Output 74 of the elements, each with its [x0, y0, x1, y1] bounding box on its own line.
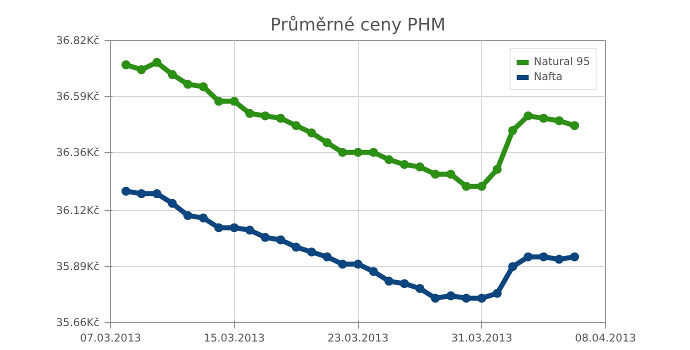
- x-tick-label: 08.04.2013: [574, 332, 636, 344]
- point: [338, 260, 348, 269]
- x-tick-label: 07.03.2013: [80, 332, 142, 344]
- point: [168, 70, 177, 80]
- point: [368, 266, 378, 276]
- point: [322, 252, 332, 262]
- point: [430, 170, 440, 179]
- point: [245, 226, 254, 235]
- point: [198, 82, 208, 92]
- point: [539, 114, 548, 123]
- point: [276, 235, 286, 244]
- y-tick-label: 36.12Kč: [56, 204, 100, 218]
- point: [322, 138, 332, 148]
- point: [230, 223, 239, 232]
- point: [492, 164, 502, 174]
- y-tick-label: 36.59Kč: [56, 90, 100, 103]
- point: [415, 162, 424, 172]
- point: [384, 276, 394, 286]
- point: [446, 291, 456, 300]
- point: [307, 128, 316, 138]
- point: [230, 96, 239, 106]
- x-tick-label: 31.03.2013: [451, 332, 512, 344]
- point: [168, 198, 177, 208]
- point: [198, 213, 208, 222]
- point: [477, 294, 486, 303]
- point: [384, 155, 394, 164]
- point: [152, 58, 162, 67]
- point: [214, 223, 224, 232]
- point: [354, 260, 362, 269]
- point: [260, 111, 270, 120]
- point: [539, 252, 548, 262]
- point: [524, 111, 533, 120]
- point: [446, 170, 456, 179]
- point: [136, 189, 146, 198]
- point: [430, 294, 440, 303]
- point: [492, 288, 502, 298]
- point: [570, 252, 580, 262]
- point: [477, 182, 486, 191]
- point: [260, 232, 270, 242]
- point: [554, 116, 564, 126]
- y-tick-label: 35.66Kč: [56, 316, 100, 329]
- point: [307, 248, 316, 256]
- x-tick-label: 15.03.2013: [204, 332, 265, 344]
- point: [400, 160, 409, 169]
- legend-label: Nafta: [534, 70, 563, 83]
- point: [462, 182, 471, 191]
- point: [121, 186, 130, 196]
- point: [121, 60, 130, 70]
- point: [570, 121, 580, 130]
- legend-label: Natural 95: [534, 55, 590, 68]
- point: [276, 114, 286, 123]
- point: [400, 279, 409, 288]
- point: [292, 242, 301, 252]
- point: [338, 148, 348, 157]
- point: [292, 121, 301, 130]
- point: [245, 108, 254, 118]
- y-tick-label: 36.82Kč: [56, 34, 100, 47]
- point: [415, 284, 424, 293]
- point: [136, 65, 146, 74]
- point: [524, 252, 533, 262]
- point: [183, 211, 192, 220]
- point: [368, 148, 378, 157]
- point: [183, 80, 192, 89]
- point: [462, 294, 471, 303]
- chart-title: Průměrné ceny PHM: [270, 16, 446, 36]
- point: [354, 148, 362, 157]
- point: [508, 262, 518, 272]
- y-tick-label: 35.89Kč: [56, 260, 100, 274]
- point: [554, 254, 564, 264]
- x-tick-label: 23.03.2013: [327, 332, 389, 344]
- point: [508, 126, 518, 135]
- y-tick-label: 36.36Kč: [56, 146, 100, 159]
- point: [152, 189, 162, 198]
- point: [214, 96, 224, 106]
